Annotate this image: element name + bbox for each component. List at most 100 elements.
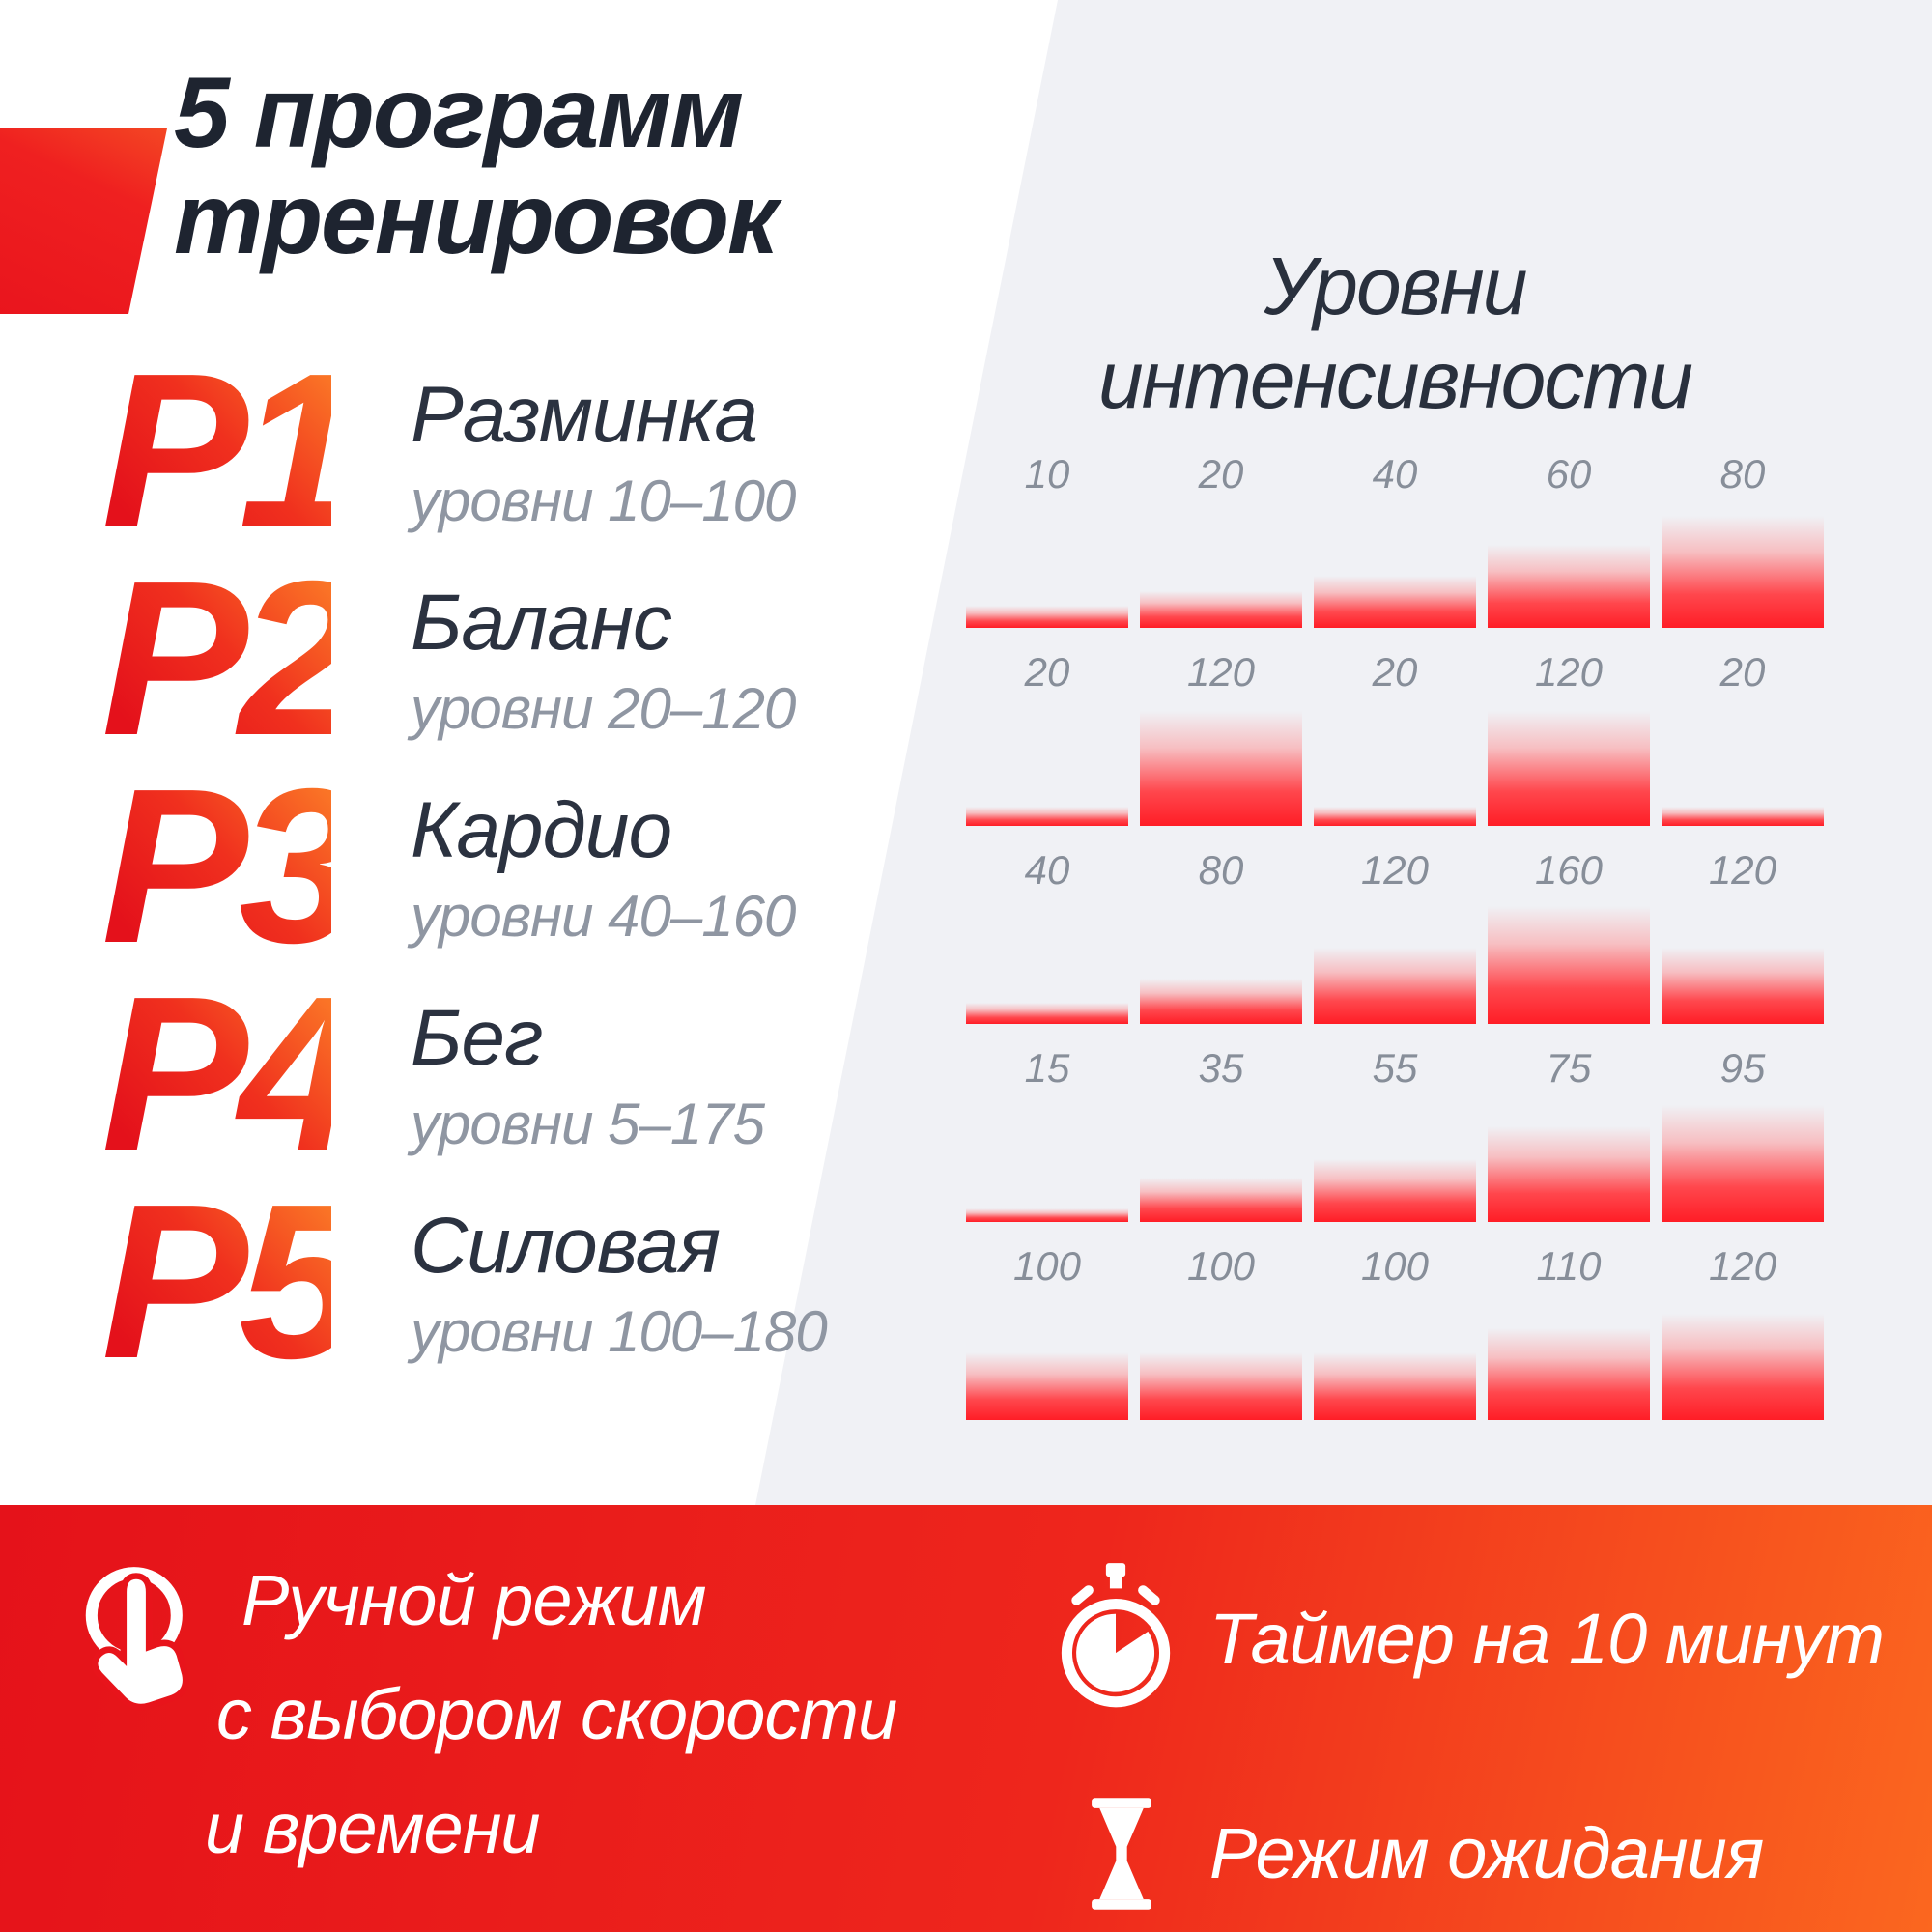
bar-column: 20 [1140, 430, 1302, 628]
bar-value-label: 55 [1372, 1045, 1418, 1091]
program-levels: уровни 5–175 [411, 1092, 765, 1156]
intensity-bar [1140, 591, 1302, 628]
bar-column: 60 [1488, 430, 1650, 628]
timer-label: Таймер на 10 минут [1209, 1599, 1885, 1679]
intensity-bar [1662, 948, 1824, 1024]
bar-value-label: 20 [1372, 649, 1418, 695]
intensity-bar [1488, 1126, 1650, 1222]
bar-value-label: 40 [1024, 847, 1070, 893]
program-info: Силовая уровни 100–180 [411, 1196, 828, 1364]
page-title: 5 программ тренировок [174, 60, 779, 275]
intensity-bar [1662, 807, 1824, 826]
stopwatch-icon [1061, 1563, 1171, 1708]
program-row-p3: P3 Кардио уровни 40–160 [101, 744, 971, 989]
bar-column: 75 [1488, 1024, 1650, 1222]
bar-column: 100 [1140, 1222, 1302, 1420]
program-info: Бег уровни 5–175 [411, 988, 765, 1156]
program-levels: уровни 20–120 [411, 676, 796, 741]
intensity-bar [1662, 1105, 1824, 1222]
intensity-bar [1140, 979, 1302, 1024]
bar-column: 100 [966, 1222, 1128, 1420]
intensity-bar [1488, 906, 1650, 1024]
bar-column: 80 [1140, 826, 1302, 1024]
page-title-line2: тренировок [174, 163, 779, 275]
manual-mode-line: с выбором скорости [216, 1674, 897, 1754]
chart-heading: Уровни интенсивности [1097, 241, 1693, 425]
bar-column: 110 [1488, 1222, 1650, 1420]
hourglass-icon [1092, 1798, 1151, 1910]
program-name: Силовая [411, 1202, 721, 1290]
bar-value-label: 120 [1360, 847, 1430, 893]
bar-column: 20 [1314, 628, 1476, 826]
intensity-bar [1314, 1159, 1476, 1222]
bar-value-label: 100 [1012, 1243, 1082, 1289]
program-levels: уровни 10–100 [411, 469, 796, 533]
bar-value-label: 75 [1546, 1045, 1592, 1091]
bar-column: 55 [1314, 1024, 1476, 1222]
bar-value-label: 110 [1536, 1243, 1602, 1289]
bar-column: 120 [1662, 1222, 1824, 1420]
program-code: P4 [101, 952, 361, 1197]
bar-column: 20 [966, 628, 1128, 826]
intensity-bar [1140, 1352, 1302, 1420]
intensity-bar [1314, 576, 1476, 628]
program-info: Баланс уровни 20–120 [411, 573, 796, 741]
bar-value-label: 80 [1198, 847, 1244, 893]
bar-value-label: 10 [1024, 451, 1070, 497]
manual-mode-line: и времени [205, 1788, 541, 1868]
bar-column: 35 [1140, 1024, 1302, 1222]
bar-value-label: 20 [1024, 649, 1070, 695]
intensity-chart: 10 20 40 60 80 20 120 20 120 20 40 80 120 160 120 15 35 5… [966, 430, 1824, 1420]
manual-mode-text: Ручной режим с выбором скорости и времен… [205, 1544, 897, 1886]
bar-value-label: 120 [1534, 649, 1604, 695]
bar-value-label: 80 [1719, 451, 1766, 497]
intensity-bar [966, 606, 1128, 628]
bar-column: 40 [1314, 430, 1476, 628]
intensity-bar [1662, 516, 1824, 628]
program-code: P3 [101, 744, 361, 989]
bar-column: 120 [1662, 826, 1824, 1024]
intensity-bar [1314, 807, 1476, 826]
bar-column: 15 [966, 1024, 1128, 1222]
program-name: Разминка [411, 371, 758, 459]
chart-row-P2: 20 120 20 120 20 [966, 628, 1824, 826]
intensity-bar [1488, 711, 1650, 826]
program-code: P5 [101, 1159, 361, 1405]
intensity-bar [1140, 1178, 1302, 1222]
bar-value-label: 95 [1719, 1045, 1766, 1091]
footer-band: Ручной режим с выбором скорости и времен… [0, 1505, 1932, 1932]
chart-row-P4: 15 35 55 75 95 [966, 1024, 1824, 1222]
program-levels: уровни 100–180 [411, 1299, 828, 1364]
intensity-bar [966, 1208, 1128, 1222]
program-row-p2: P2 Баланс уровни 20–120 [101, 536, 971, 781]
bar-value-label: 40 [1372, 451, 1418, 497]
chart-row-P5: 100 100 100 110 120 [966, 1222, 1824, 1420]
bar-value-label: 120 [1708, 847, 1777, 893]
program-row-p4: P4 Бег уровни 5–175 [101, 952, 971, 1197]
program-code: P2 [101, 536, 361, 781]
manual-mode-line: Ручной режим [242, 1560, 707, 1640]
intensity-bar [1488, 545, 1650, 628]
bar-value-label: 120 [1708, 1243, 1777, 1289]
bar-value-label: 20 [1198, 451, 1244, 497]
bar-column: 100 [1314, 1222, 1476, 1420]
bar-column: 95 [1662, 1024, 1824, 1222]
bar-column: 120 [1488, 628, 1650, 826]
program-row-p5: P5 Силовая уровни 100–180 [101, 1159, 971, 1405]
bar-column: 120 [1314, 826, 1476, 1024]
chart-row-P1: 10 20 40 60 80 [966, 430, 1824, 628]
bar-column: 20 [1662, 628, 1824, 826]
intensity-bar [966, 1003, 1128, 1024]
program-name: Баланс [411, 579, 672, 667]
program-name: Кардио [411, 786, 672, 874]
intensity-bar [1314, 1352, 1476, 1420]
bar-value-label: 15 [1024, 1045, 1070, 1091]
bar-column: 10 [966, 430, 1128, 628]
bar-column: 80 [1662, 430, 1824, 628]
bar-value-label: 160 [1534, 847, 1604, 893]
bar-value-label: 20 [1719, 649, 1766, 695]
bar-column: 120 [1140, 628, 1302, 826]
intensity-bar [1314, 948, 1476, 1024]
bar-column: 40 [966, 826, 1128, 1024]
